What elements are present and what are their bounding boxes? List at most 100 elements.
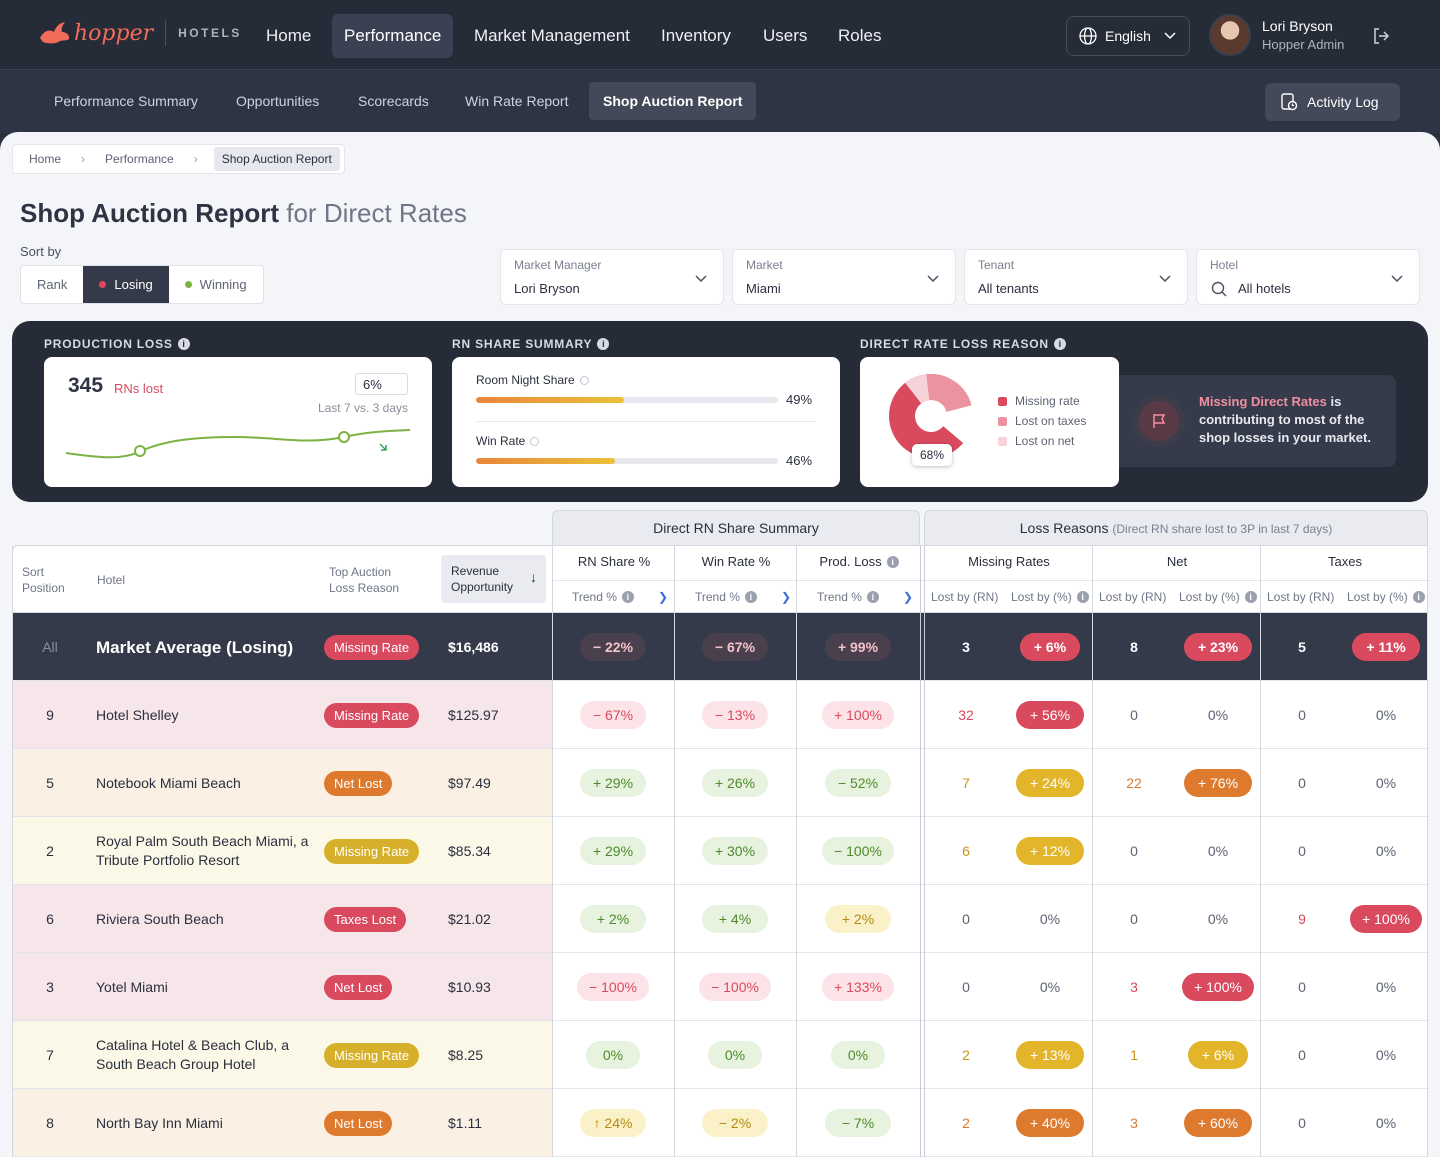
nav-market-management[interactable]: Market Management — [474, 26, 630, 45]
arrow-down-right-icon — [379, 443, 387, 451]
page-title: Shop Auction Report for Direct Rates — [20, 198, 467, 229]
hotel-header[interactable]: Hotel — [97, 573, 126, 587]
tab-scorecards[interactable]: Scorecards — [358, 93, 429, 109]
language-select[interactable]: English — [1066, 16, 1190, 56]
table-row[interactable]: 2 Royal Palm South Beach Miami, a Tribute… — [12, 817, 1428, 885]
nav-home[interactable]: Home — [266, 26, 312, 45]
row-background — [12, 1089, 552, 1156]
win-rate-fill — [476, 458, 615, 464]
table-row[interactable]: 3 Yotel Miami Net Lost $10.93 − 100% − 100% + … — [12, 953, 1428, 1021]
info-icon[interactable]: i — [1412, 591, 1425, 603]
insight-text: Missing Direct Rates is contributing to … — [1199, 393, 1384, 447]
tenant-filter[interactable]: Tenant All tenants — [964, 249, 1188, 305]
logo-divider — [165, 20, 167, 46]
table-row[interactable]: 6 Riviera South Beach Taxes Lost $21.02 + 2%… — [12, 885, 1428, 953]
sort-losing-button[interactable]: Losing — [83, 266, 169, 303]
row-background — [12, 749, 552, 816]
info-icon[interactable]: i — [1244, 591, 1257, 603]
trend-pill: + 30% — [702, 837, 768, 865]
trend-header[interactable]: Trend % i — [572, 590, 634, 604]
filter-label: Market Manager — [514, 258, 602, 272]
logout-icon[interactable] — [1371, 26, 1391, 46]
nav-inventory[interactable]: Inventory — [661, 26, 731, 45]
table-row[interactable]: 7 Catalina Hotel & Beach Club, a South Be… — [12, 1021, 1428, 1089]
tab-shop-auction-report[interactable]: Shop Auction Report — [589, 82, 757, 120]
info-icon[interactable] — [579, 375, 589, 385]
trend-header[interactable]: Trend % i — [817, 590, 879, 604]
user-menu[interactable]: Lori Bryson Hopper Admin — [1209, 14, 1409, 58]
activity-log-button[interactable]: Activity Log — [1265, 83, 1400, 121]
lost-by-rn: 7 — [962, 775, 970, 791]
hotel-name: Royal Palm South Beach Miami, a Tribute … — [96, 833, 309, 868]
info-icon[interactable]: i — [177, 338, 190, 350]
chevron-right-icon[interactable]: ❯ — [781, 590, 792, 604]
revenue-opportunity: $10.93 — [448, 979, 491, 995]
lost-by-rn: 3 — [1130, 979, 1138, 995]
room-night-share-value: 49% — [786, 392, 813, 407]
info-icon[interactable]: i — [597, 338, 610, 350]
chevron-right-icon[interactable]: ❯ — [658, 590, 669, 604]
loss-reason-tag: Net Lost — [324, 1111, 393, 1136]
market-manager-filter[interactable]: Market Manager Lori Bryson — [500, 249, 724, 305]
info-icon[interactable]: i — [1076, 591, 1089, 603]
sort-position-header[interactable]: Sort Position — [22, 564, 65, 596]
bunny-icon — [40, 22, 70, 44]
room-night-share-text: Room Night Share — [476, 373, 575, 387]
breadcrumb-home[interactable]: Home — [29, 152, 62, 166]
hopper-logo[interactable]: hopper HOTELS — [38, 20, 242, 46]
trend-pill: − 100% — [822, 837, 894, 865]
legend-label: Missing rate — [1015, 394, 1080, 408]
info-icon[interactable]: i — [621, 591, 634, 603]
nav-users[interactable]: Users — [763, 26, 808, 45]
hotel-name: Catalina Hotel & Beach Club, a South Bea… — [96, 1037, 289, 1072]
trend-header[interactable]: Trend % i — [695, 590, 757, 604]
user-name: Lori Bryson — [1262, 18, 1333, 34]
info-icon[interactable] — [530, 436, 540, 446]
win-rate-value: 46% — [786, 453, 813, 468]
tab-performance-summary[interactable]: Performance Summary — [54, 93, 198, 109]
sort-winning-button[interactable]: Winning — [169, 266, 263, 303]
direct-rate-loss-card: 68% Missing rate Lost on taxes Lost on n… — [860, 357, 1119, 487]
header-line: Loss Reason — [329, 581, 400, 595]
tab-win-rate-report[interactable]: Win Rate Report — [465, 93, 569, 109]
nav-roles[interactable]: Roles — [838, 26, 882, 45]
revenue-opportunity: $97.49 — [448, 775, 491, 791]
lost-by-rn: 3 — [1130, 1115, 1138, 1131]
row-background — [12, 953, 552, 1020]
chevron-right-icon: › — [193, 152, 198, 166]
table-row[interactable]: 5 Notebook Miami Beach Net Lost $97.49 + 29%… — [12, 749, 1428, 817]
tab-opportunities[interactable]: Opportunities — [236, 93, 320, 109]
nav-performance[interactable]: Performance — [332, 14, 454, 58]
revenue-opportunity-header[interactable]: Revenue Opportunity ↓ — [441, 555, 546, 603]
info-icon[interactable]: i — [866, 591, 879, 603]
trend-pill: ↑ 24% — [580, 1109, 646, 1137]
lost-by-pct: 0% — [1207, 707, 1229, 723]
sort-rank-button[interactable]: Rank — [21, 266, 83, 303]
lost-by-pct-pill: + 6% — [1188, 1041, 1248, 1069]
room-night-share-fill — [476, 397, 624, 403]
lost-by-rn: 0 — [1298, 775, 1306, 791]
trend-pill: + 2% — [580, 905, 646, 933]
search-icon — [1211, 281, 1227, 297]
table-row[interactable]: 9 Hotel Shelley Missing Rate $125.97 − 67% − … — [12, 681, 1428, 749]
lost-by-pct: 0% — [1375, 707, 1397, 723]
breadcrumb-performance[interactable]: Performance — [105, 152, 174, 166]
column-divider — [920, 546, 921, 1157]
summary-panel: PRODUCTION LOSS i 345 RNs lost 6% Last 7 … — [12, 321, 1428, 502]
table-row[interactable]: 8 North Bay Inn Miami Net Lost $1.11 ↑ 24% − … — [12, 1089, 1428, 1157]
loss-reason-donut — [889, 374, 973, 458]
user-role: Hopper Admin — [1262, 37, 1345, 52]
market-average-row[interactable]: All Market Average (Losing) Missing Rate $1… — [12, 613, 1428, 681]
lost-by-pct: 0% — [1207, 911, 1229, 927]
hotel-filter[interactable]: Hotel All hotels — [1196, 249, 1420, 305]
top-reason-header[interactable]: Top Auction Loss Reason — [329, 564, 399, 596]
legend-missing-rate: Missing rate — [998, 394, 1080, 408]
info-icon[interactable]: i — [886, 555, 899, 568]
chevron-right-icon[interactable]: ❯ — [903, 590, 914, 604]
info-icon[interactable]: i — [744, 591, 757, 603]
breadcrumb-current: Shop Auction Report — [213, 147, 340, 171]
comparison-label: Last 7 vs. 3 days — [317, 401, 408, 415]
market-filter[interactable]: Market Miami — [732, 249, 956, 305]
info-icon[interactable]: i — [1053, 338, 1066, 350]
trend-pill: 0% — [586, 1041, 640, 1069]
